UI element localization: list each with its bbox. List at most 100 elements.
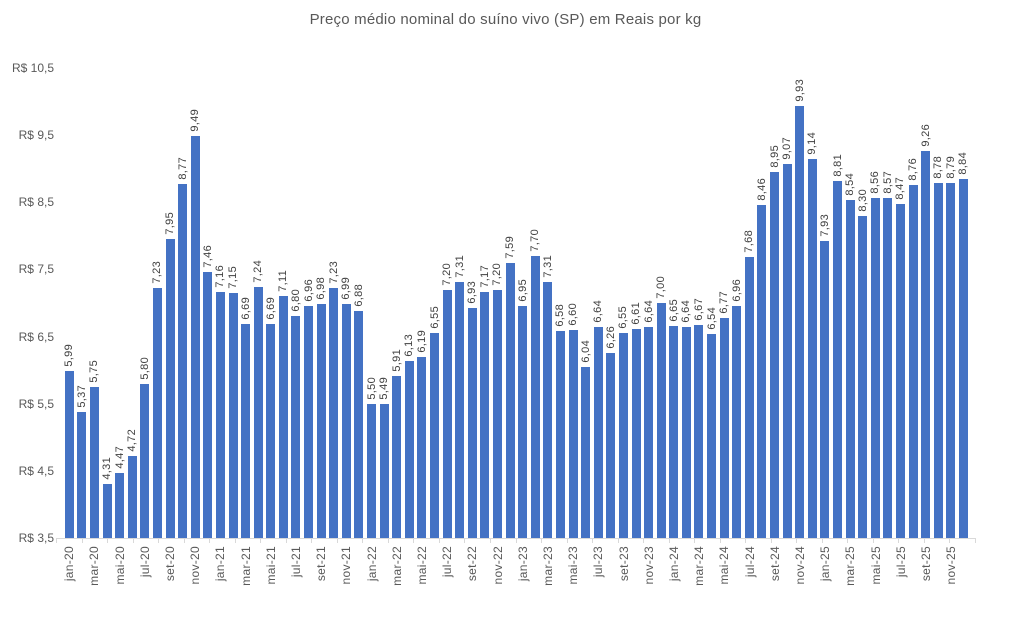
bar (518, 306, 528, 538)
x-axis-tick-mark (209, 538, 211, 543)
bar (858, 216, 868, 538)
bar-value-label: 8,54 (844, 173, 857, 196)
bar-cell: 9,14 (806, 68, 819, 538)
bar-value-label: 7,23 (327, 261, 340, 284)
bar (921, 151, 931, 538)
bar-value-label: 7,95 (164, 212, 177, 235)
bar (555, 331, 565, 538)
bar (77, 412, 87, 538)
bar (455, 282, 465, 538)
bar (379, 404, 389, 538)
bar (417, 357, 427, 538)
bar (845, 200, 855, 538)
bar (681, 327, 691, 538)
bar (530, 256, 540, 538)
bar-value-label: 7,93 (818, 214, 831, 237)
x-axis-tick-label: jan-21 (213, 546, 228, 582)
bar-cell: 8,46 (756, 68, 769, 538)
x-axis-tick-label: mar-25 (843, 546, 858, 586)
bar-cell: 7,17 (479, 68, 492, 538)
bar-value-label: 7,31 (541, 255, 554, 278)
bar-cell: 7,11 (277, 68, 290, 538)
x-axis-tick-label: nov-23 (641, 546, 656, 585)
bar (719, 318, 729, 538)
bar (807, 159, 817, 538)
bar-cell: 8,30 (856, 68, 869, 538)
x-axis-tick-label: mai-23 (566, 546, 581, 585)
bar-cell: 5,49 (378, 68, 391, 538)
bar-cell: 7,23 (327, 68, 340, 538)
bar (228, 293, 238, 538)
bar-cell: 8,78 (932, 68, 945, 538)
bar (593, 327, 603, 538)
bar-value-label: 6,96 (730, 279, 743, 302)
bar-cell: 8,76 (907, 68, 920, 538)
y-axis-tick-label: R$ 9,5 (18, 128, 54, 143)
bar (946, 183, 956, 538)
bar-value-label: 8,30 (856, 189, 869, 212)
x-axis-tick-label: nov-22 (490, 546, 505, 585)
bar-value-label: 6,60 (567, 303, 580, 326)
bar (770, 172, 780, 538)
bar-cell: 7,16 (214, 68, 227, 538)
bar-cell: 5,80 (139, 68, 152, 538)
bar-cell: 7,93 (819, 68, 832, 538)
x-axis-tick-mark (464, 538, 466, 543)
bar (392, 376, 402, 538)
bar-cell: 5,99 (63, 68, 76, 538)
x-axis-tick-label: jan-20 (62, 546, 77, 582)
bar (908, 185, 918, 538)
bar-value-label: 7,23 (151, 261, 164, 284)
bar-value-label: 8,76 (907, 158, 920, 181)
bar (89, 387, 99, 538)
x-axis-tick-label: mai-24 (717, 546, 732, 585)
x-axis-tick-mark (821, 538, 823, 543)
bar-value-label: 7,68 (743, 230, 756, 253)
x-axis-tick-label: mar-21 (238, 546, 253, 586)
bar-cell: 4,47 (113, 68, 126, 538)
bar (316, 304, 326, 538)
x-axis-tick-label: mar-23 (540, 546, 555, 586)
plot-area: 5,99 5,37 5,75 4,31 4,47 4,72 5,80 7,23 7,95 8,77… (63, 68, 970, 538)
bar-value-label: 6,26 (604, 326, 617, 349)
bar-cell: 7,59 (504, 68, 517, 538)
x-axis-tick-mark (592, 538, 594, 543)
bar (581, 367, 591, 538)
bar-cell: 7,20 (441, 68, 454, 538)
bar-cell: 6,80 (290, 68, 303, 538)
bar-value-label: 7,59 (504, 236, 517, 259)
x-axis-tick-label: jul-22 (440, 546, 455, 578)
bar-value-label: 6,88 (352, 284, 365, 307)
bar-value-label: 6,95 (516, 279, 529, 302)
bar (102, 484, 112, 538)
bar (304, 306, 314, 538)
bar-value-label: 9,93 (793, 79, 806, 102)
y-axis-tick-label: R$ 7,5 (18, 262, 54, 277)
bar (430, 333, 440, 538)
bar-value-label: 6,93 (466, 281, 479, 304)
y-axis-tick-label: R$ 5,5 (18, 396, 54, 411)
bar (606, 353, 616, 538)
bar (278, 296, 288, 538)
bar-cell: 5,91 (390, 68, 403, 538)
x-axis-tick-label: set-22 (465, 546, 480, 582)
bar-value-label: 8,57 (881, 171, 894, 194)
bar (165, 239, 175, 538)
bar (190, 136, 200, 538)
bar-value-label: 6,77 (718, 291, 731, 314)
bar-cell: 6,61 (630, 68, 643, 538)
bar-cell: 6,96 (302, 68, 315, 538)
bar (543, 282, 553, 538)
bar-value-label: 6,99 (340, 277, 353, 300)
bar-value-label: 9,26 (919, 124, 932, 147)
bar-cell: 8,56 (869, 68, 882, 538)
bar (757, 205, 767, 538)
bar-value-label: 7,31 (453, 255, 466, 278)
bar (656, 303, 666, 538)
x-axis-tick-mark (56, 538, 57, 543)
bar (178, 184, 188, 538)
bar-value-label: 7,46 (201, 245, 214, 268)
bar-value-label: 6,58 (554, 304, 567, 327)
x-axis-tick-label: mar-20 (87, 546, 102, 586)
bar (367, 404, 377, 538)
